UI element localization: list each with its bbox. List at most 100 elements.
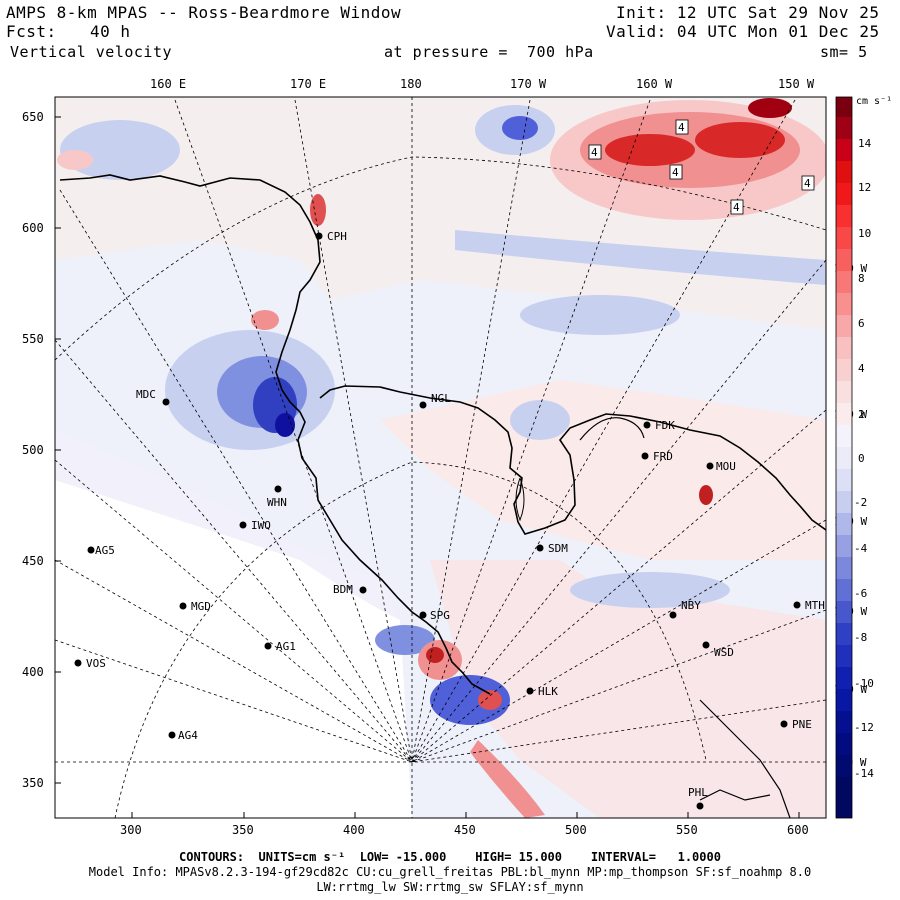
- station-dot: [419, 611, 427, 619]
- colorbar-tick: 8: [858, 272, 865, 285]
- contours-interval: INTERVAL= 1.0000: [590, 850, 721, 864]
- station-dot: [179, 602, 187, 610]
- station-dot: [87, 546, 95, 554]
- colorbar-tick: -12: [854, 721, 874, 734]
- contour-label: 4: [678, 121, 685, 134]
- station-dot: [74, 659, 82, 667]
- pale-pink-patch: [380, 380, 826, 560]
- bottom-label-350: 350: [232, 823, 254, 837]
- contour-label: 4: [733, 201, 740, 214]
- station-dot: [168, 731, 176, 739]
- station-dot: [696, 802, 704, 810]
- station-label: AG4: [178, 729, 198, 742]
- station-label: CPH: [327, 230, 347, 243]
- colorbar-tick: -2: [854, 496, 867, 509]
- station-label: NGL: [431, 392, 451, 405]
- left-label-650: 650: [22, 110, 44, 124]
- map-field: [55, 97, 826, 818]
- top-label-170e: 170 E: [290, 77, 327, 91]
- contours-units: UNITS=cm s⁻¹: [258, 850, 346, 864]
- model-info-physics: LW:rrtmg_lw SW:rrtmg_sw SFLAY:sf_mynn: [316, 880, 584, 894]
- station-dot: [702, 641, 710, 649]
- station-label: SDM: [548, 542, 568, 555]
- colorbar-ticks: 14 12 10 8 6 4 2 0 -2 -4 -6 -8 -10 -12 -…: [854, 137, 874, 780]
- forecast-label: Fcst:: [6, 22, 57, 41]
- station-dot: [526, 687, 534, 695]
- valid-time: Valid: 04 UTC Mon 01 Dec 25: [606, 22, 880, 41]
- pos-blob-cph: [310, 194, 326, 226]
- station-label: HLK: [538, 685, 558, 698]
- left-label-450: 450: [22, 554, 44, 568]
- station-dot: [669, 611, 677, 619]
- colorbar: cm s⁻¹: [835, 96, 892, 819]
- pos-core-ne: [748, 98, 792, 118]
- station-label: PHL: [688, 786, 708, 799]
- smoothing-value: sm= 5: [820, 43, 868, 61]
- neg-blob-south: [430, 675, 510, 725]
- station-dot: [793, 601, 801, 609]
- station-dot: [274, 485, 282, 493]
- pos-blob-nw: [57, 150, 93, 170]
- model-info: Model Info: MPASv8.2.3-194-gf29cd82c CU:…: [88, 865, 812, 879]
- bottom-label-550: 550: [676, 823, 698, 837]
- station-label: AG1: [276, 640, 296, 653]
- contours-label: CONTOURS:: [179, 850, 245, 864]
- station-dot: [643, 421, 651, 429]
- station-label: MTH: [805, 599, 825, 612]
- station-label: MDC: [136, 388, 156, 401]
- map-frame: [54, 96, 827, 819]
- station-dot: [780, 720, 788, 728]
- map-title: AMPS 8-km MPAS -- Ross-Beardmore Window: [6, 3, 402, 22]
- neg-blob-spg: [375, 625, 435, 655]
- colorbar-tick: 10: [858, 227, 871, 240]
- station-label: PNE: [792, 718, 812, 731]
- stations: CPH MDC NGL FDK FRD MOU WHN IWO AG5 SDM …: [74, 230, 825, 810]
- station-dot: [706, 462, 714, 470]
- bottom-label-500: 500: [565, 823, 587, 837]
- colorbar-tick: 2: [858, 408, 865, 421]
- colorbar-tick: 12: [858, 181, 871, 194]
- colorbar-units: cm s⁻¹: [856, 96, 892, 107]
- station-dot: [315, 232, 323, 240]
- station-label: FRD: [653, 450, 673, 463]
- pos-strong-blob-ne-1: [605, 134, 695, 166]
- left-label-350: 350: [22, 776, 44, 790]
- station-label: MOU: [716, 460, 736, 473]
- left-label-550: 550: [22, 332, 44, 346]
- pos-band-south: [470, 740, 545, 818]
- colorbar-tick: 0: [858, 452, 865, 465]
- station-dot: [359, 586, 367, 594]
- colorbar-tick: -6: [854, 587, 867, 600]
- top-label-160w: 160 W: [636, 77, 673, 91]
- top-label-170w: 170 W: [510, 77, 547, 91]
- contour-label: 4: [804, 177, 811, 190]
- colorbar-tick: 14: [858, 137, 872, 150]
- top-label-180: 180: [400, 77, 422, 91]
- pos-blob-west: [251, 310, 279, 330]
- station-label: SPG: [430, 609, 450, 622]
- colorbar-tick: -10: [854, 677, 874, 690]
- neg-core-west: [275, 413, 295, 437]
- bottom-label-450: 450: [454, 823, 476, 837]
- neg-band: [455, 230, 826, 285]
- contours-high: HIGH= 15.000: [475, 850, 562, 864]
- contours-low: LOW= -15.000: [359, 850, 447, 864]
- coastline: [59, 174, 826, 818]
- left-label-600: 600: [22, 221, 44, 235]
- field-name: Vertical velocity: [10, 43, 173, 61]
- neg-band-2: [520, 295, 680, 335]
- neg-blob-nw: [60, 120, 180, 180]
- station-label: MGD: [191, 600, 211, 613]
- pos-core-shelf: [426, 647, 444, 663]
- contour-info: CONTOURS: UNITS=cm s⁻¹ LOW= -15.000 HIGH…: [0, 850, 900, 864]
- contour-labels: 4 4 4 4 4: [588, 119, 815, 215]
- station-dot: [264, 642, 272, 650]
- station-label: NBY: [681, 599, 701, 612]
- station-label: AG5: [95, 544, 115, 557]
- pressure-level: at pressure = 700 hPa: [384, 43, 594, 61]
- colorbar-tick: 4: [858, 362, 865, 375]
- station-label: FDK: [655, 419, 675, 432]
- colorbar-tick: 6: [858, 317, 865, 330]
- station-dot: [239, 521, 247, 529]
